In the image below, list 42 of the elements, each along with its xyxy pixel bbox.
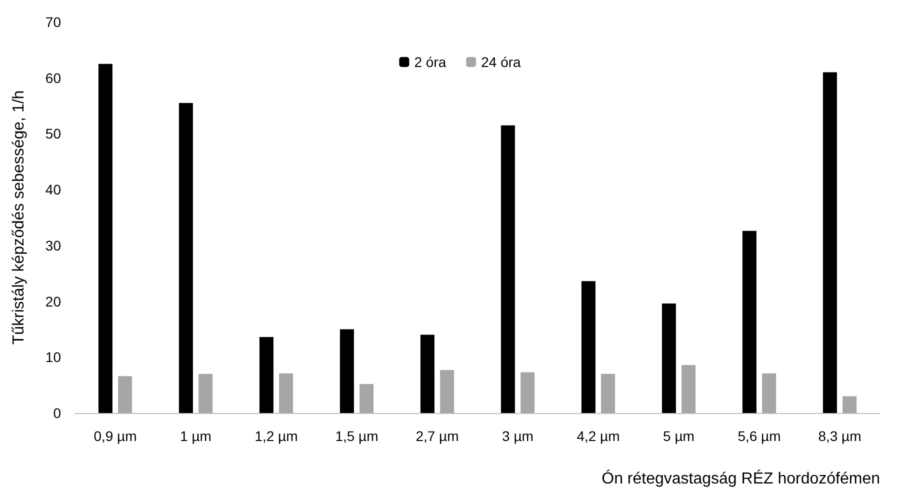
bar [118,376,132,413]
x-tick-label: 1 µm [180,428,212,444]
bar [178,102,193,413]
bar [682,364,696,413]
bar [420,334,434,413]
x-tick-label: 1,5 µm [335,428,378,444]
y-tick-label: 0 [53,405,62,421]
bar [662,304,676,413]
bar [842,396,857,413]
y-tick-label: 30 [45,237,62,254]
x-tick-label: 3 µm [502,428,534,444]
x-tick-label: 5,6 µm [738,428,781,444]
bar [601,374,616,413]
bar [340,329,354,413]
bar [198,374,213,413]
bar [500,125,515,413]
y-tick-label: 70 [45,14,62,30]
bar [581,281,596,413]
x-axis-title: Ón rétegvastagság RÉZ hordozófémen [602,470,880,488]
bar [440,370,454,413]
bar [279,373,294,413]
bar [259,337,274,413]
y-tick-label: 40 [45,182,62,198]
bar [822,72,837,413]
y-tick-label: 60 [45,70,62,86]
y-tick-label: 20 [45,293,62,310]
x-tick-label: 5 µm [663,428,694,444]
y-axis-title: Tűkristály képződés sebessége, 1/h [10,90,28,345]
bar [742,230,756,413]
bar [762,373,776,413]
x-tick-label: 1,2 µm [254,428,298,444]
x-tick-label: 2,7 µm [416,428,459,444]
x-tick-label: 4,2 µm [576,428,620,444]
y-tick-label: 50 [45,126,62,142]
y-tick-label: 10 [45,349,62,366]
legend-label: 24 óra [481,54,522,70]
x-tick-label: 8,3 µm [818,428,862,444]
bar [360,384,374,413]
legend-label: 2 óra [414,54,446,70]
bar [98,64,112,413]
x-tick-label: 0,9 µm [94,428,137,444]
bar [520,372,535,413]
